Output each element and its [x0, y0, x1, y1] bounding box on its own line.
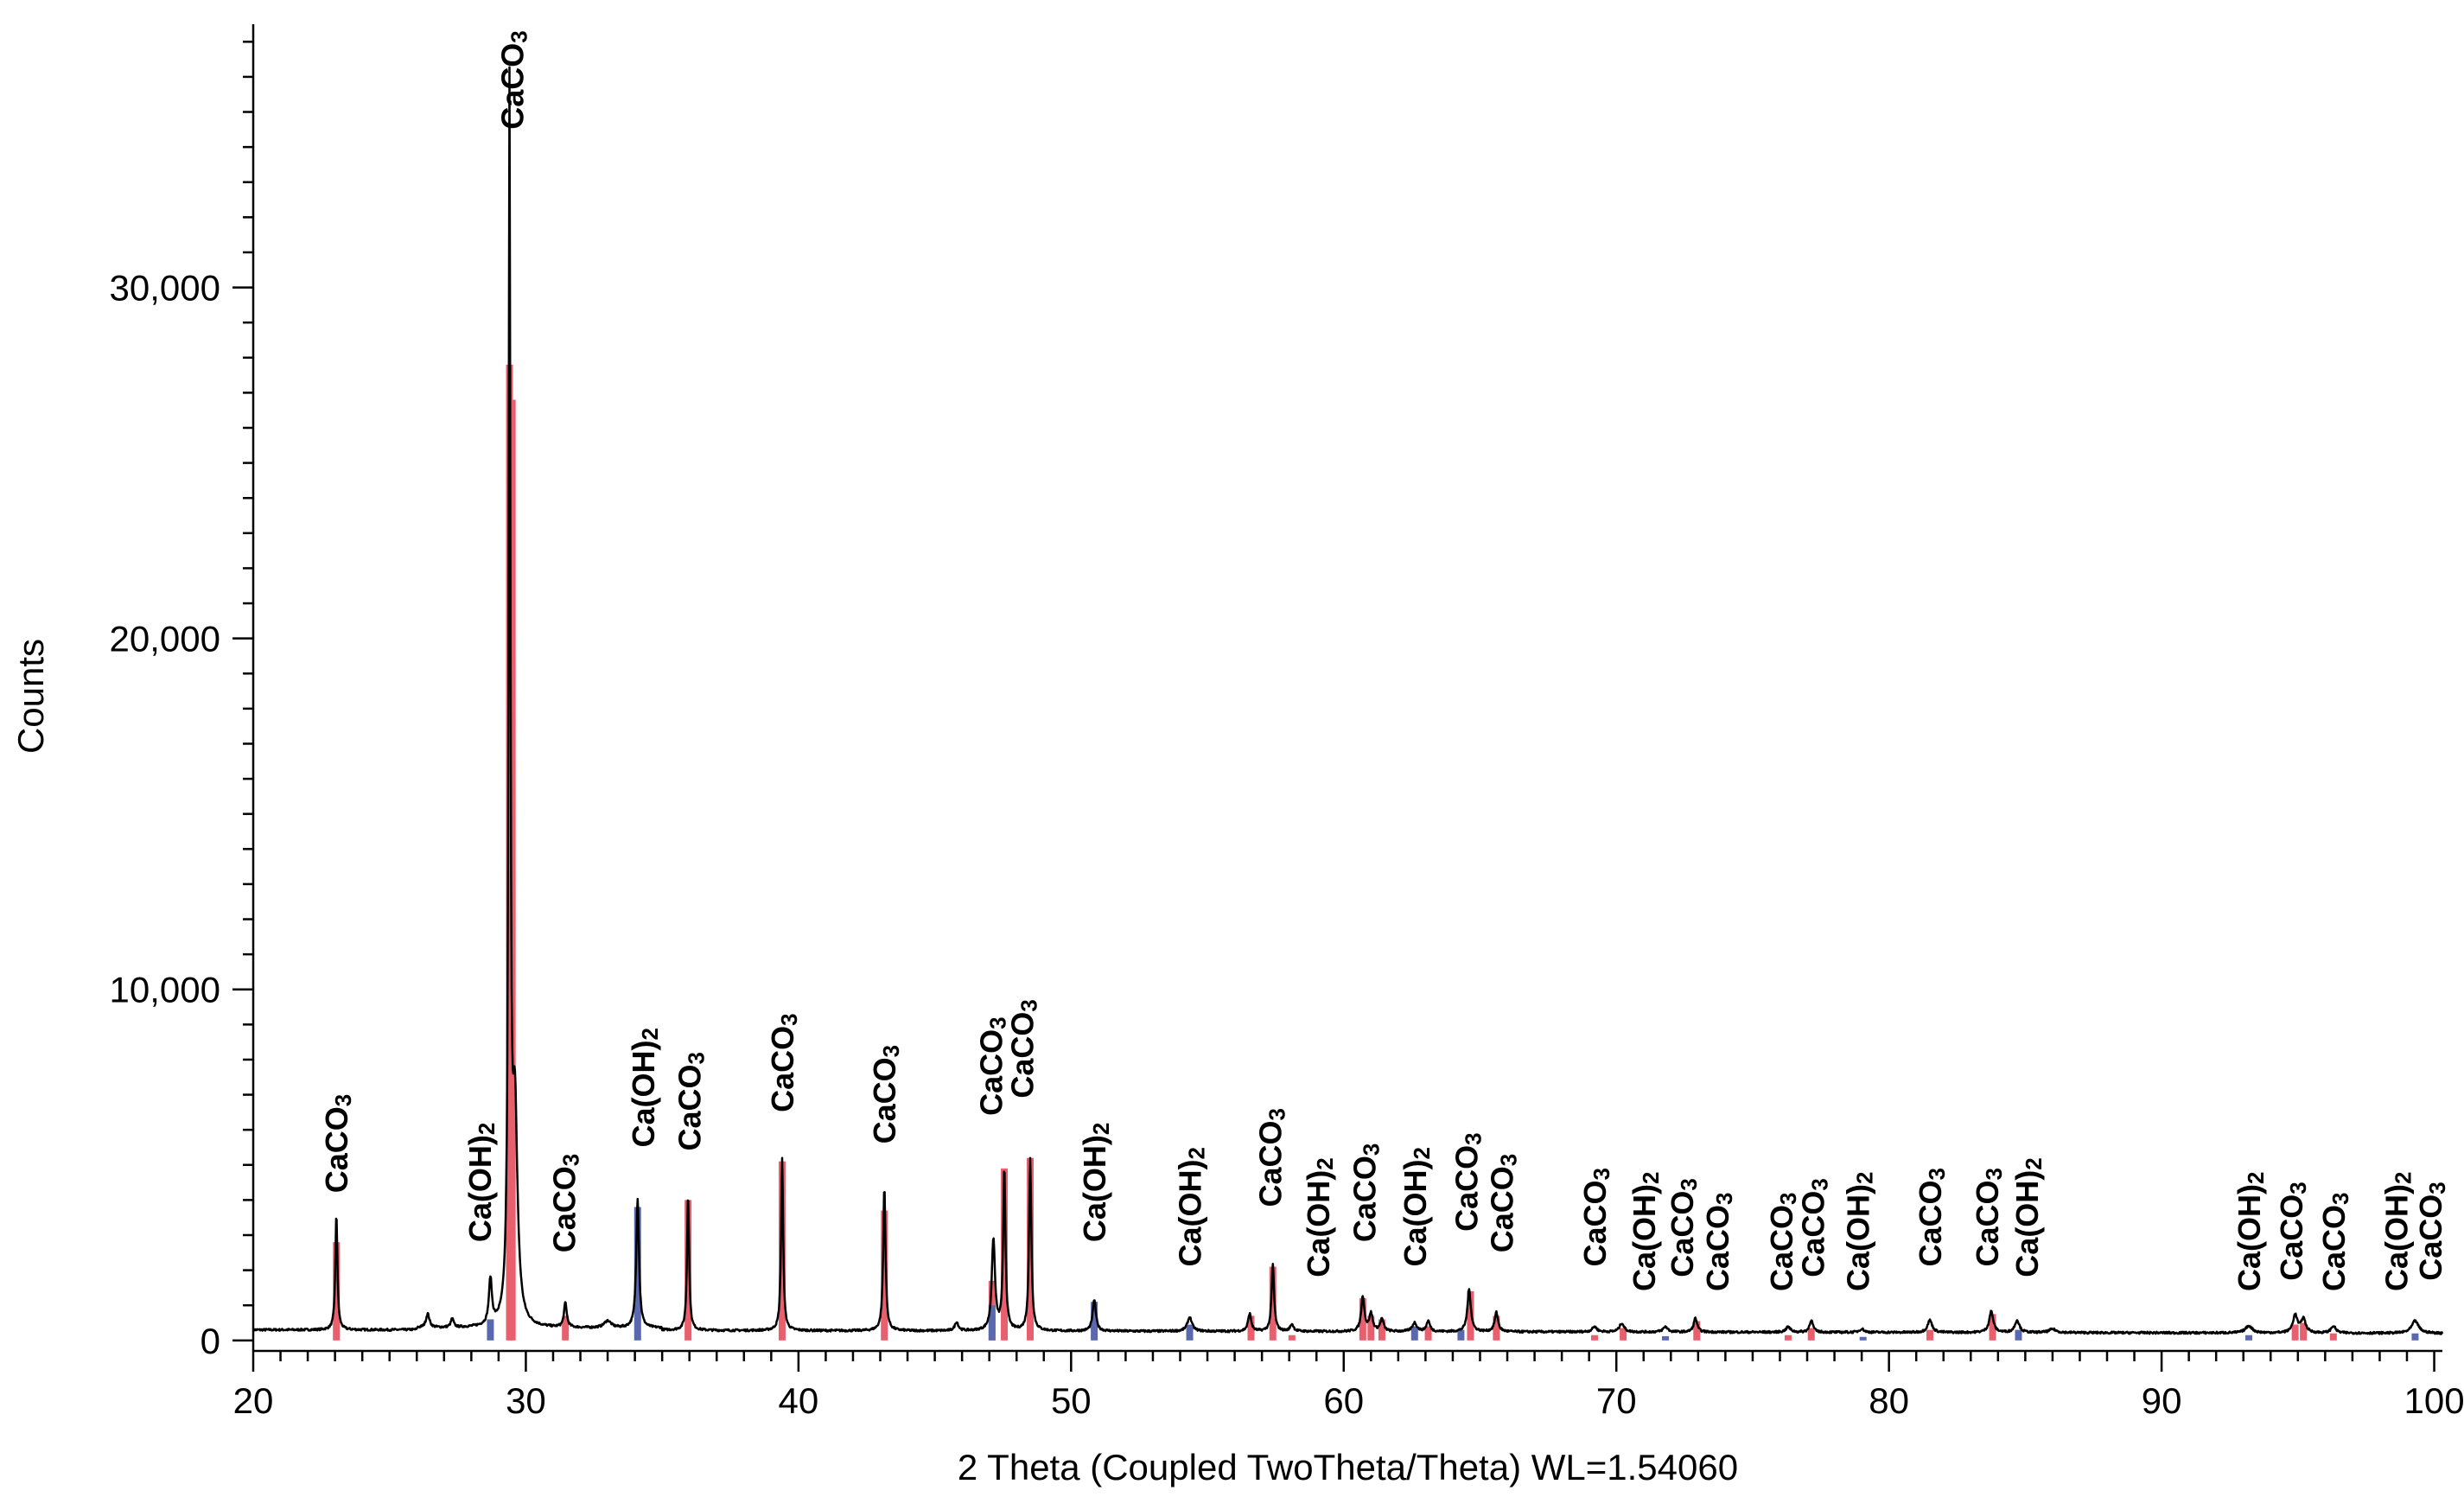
plot-area — [251, 66, 2444, 1341]
y-tick-label: 20,000 — [110, 619, 220, 659]
reference-stick — [634, 1207, 641, 1341]
peak-label: Ca(OH)2 — [1173, 1147, 1210, 1266]
x-tick-label: 30 — [506, 1380, 546, 1421]
x-tick-label: 80 — [1869, 1380, 1909, 1421]
peak-label: Ca(OH)2 — [1627, 1172, 1664, 1291]
reference-stick — [333, 1242, 341, 1341]
peak-label: CaCO3 — [1764, 1193, 1801, 1292]
peak-label: Ca(OH)2 — [462, 1123, 500, 1242]
peak-label: CaCO3 — [1577, 1168, 1614, 1267]
peak-label: CaCO3 — [1005, 999, 1042, 1099]
x-axis-title: 2 Theta (Coupled TwoTheta/Theta) WL=1.54… — [958, 1447, 1738, 1487]
reference-stick — [881, 1210, 888, 1341]
peak-label: CaCO3 — [1700, 1193, 1737, 1292]
x-tick-label: 40 — [779, 1380, 819, 1421]
peak-label: CaCO3 — [973, 1016, 1010, 1116]
reference-stick — [562, 1315, 570, 1341]
x-tick-label: 90 — [2142, 1380, 2182, 1421]
reference-stick — [508, 399, 516, 1341]
reference-stick — [1467, 1290, 1474, 1341]
peak-label: CaCO3 — [547, 1154, 584, 1253]
reference-stick — [1661, 1335, 1669, 1341]
peak-label: CaCO3 — [1913, 1168, 1950, 1267]
series-caoh2 — [487, 1207, 2419, 1341]
reference-stick — [1288, 1335, 1296, 1341]
x-tick-label: 20 — [233, 1380, 274, 1421]
peak-label: Ca(OH)2 — [1840, 1172, 1877, 1291]
reference-stick — [1410, 1326, 1418, 1341]
reference-stick — [2291, 1324, 2299, 1341]
reference-stick — [1247, 1315, 1255, 1341]
peak-label: CaCO3 — [1485, 1154, 1522, 1253]
peak-label: CaCO3 — [867, 1045, 904, 1144]
peak-label: CaCO3 — [1970, 1168, 2007, 1267]
x-tick-label: 70 — [1596, 1380, 1637, 1421]
peak-label: Ca(OH)2 — [1301, 1157, 1338, 1277]
peak-label: CaCO3 — [495, 30, 532, 130]
reference-stick — [1359, 1298, 1366, 1341]
reference-stick — [487, 1319, 494, 1341]
reference-stick — [2300, 1322, 2308, 1341]
y-tick-label: 10,000 — [110, 970, 220, 1010]
peak-label: CaCO3 — [2413, 1182, 2450, 1281]
axes — [251, 24, 2442, 1353]
peak-label: Ca(OH)2 — [1077, 1123, 1114, 1242]
reference-stick — [2411, 1333, 2419, 1341]
x-tick-label: 50 — [1051, 1380, 1092, 1421]
reference-stick — [1091, 1302, 1098, 1341]
y-tick-label: 0 — [201, 1321, 220, 1361]
peak-label: CaCO3 — [2316, 1193, 2353, 1292]
reference-stick — [1424, 1326, 1432, 1341]
peak-label: Ca(OH)2 — [1398, 1147, 1435, 1266]
peak-label: CaCO3 — [1665, 1178, 1702, 1277]
y-axis-title: Counts — [10, 639, 51, 754]
reference-stick — [2329, 1333, 2337, 1341]
peak-label: CaCO3 — [765, 1013, 802, 1112]
reference-stick — [684, 1200, 692, 1341]
x-tick-label: 100 — [2404, 1380, 2464, 1421]
reference-stick — [1027, 1157, 1035, 1341]
reference-stick — [988, 1305, 996, 1341]
peak-label: CaCO3 — [1449, 1132, 1487, 1232]
reference-stick — [1457, 1329, 1465, 1341]
reference-stick — [1859, 1336, 1867, 1341]
diffraction-pattern-line — [251, 66, 2444, 1335]
peak-label: CaCO3 — [1795, 1178, 1832, 1277]
y-tick-label: 30,000 — [110, 268, 220, 309]
reference-stick — [1989, 1314, 1996, 1341]
peak-label: CaCO3 — [1253, 1108, 1290, 1207]
x-tick-label: 60 — [1323, 1380, 1364, 1421]
peak-label: CaCO3 — [2274, 1182, 2311, 1281]
peak-label: CaCO3 — [672, 1052, 710, 1151]
reference-stick — [1378, 1319, 1385, 1341]
peak-label: Ca(OH)2 — [2009, 1157, 2047, 1277]
reference-stick — [1493, 1315, 1500, 1341]
reference-stick — [1590, 1335, 1598, 1341]
reference-stick — [778, 1161, 786, 1341]
reference-stick — [1807, 1328, 1815, 1341]
peak-label: Ca(OH)2 — [2378, 1172, 2416, 1291]
peak-label: CaCO3 — [1347, 1143, 1384, 1243]
peak-label: Ca(OH)2 — [2232, 1172, 2269, 1291]
peak-label: Ca(OH)2 — [626, 1028, 663, 1147]
reference-stick — [1784, 1335, 1792, 1341]
reference-stick — [1367, 1315, 1375, 1341]
reference-stick — [1693, 1321, 1701, 1341]
reference-stick — [1186, 1324, 1194, 1341]
reference-stick — [1926, 1329, 1933, 1341]
reference-stick — [1269, 1266, 1277, 1341]
ticks: 20 30 40 50 60 70 80 90 100 0 10,000 20,000 30,000 — [110, 41, 2464, 1421]
reference-stick — [1620, 1328, 1627, 1341]
peak-label: CaCO3 — [319, 1094, 356, 1194]
reference-stick — [1001, 1168, 1009, 1341]
reference-stick — [2015, 1329, 2022, 1341]
reference-stick — [2245, 1335, 2253, 1341]
